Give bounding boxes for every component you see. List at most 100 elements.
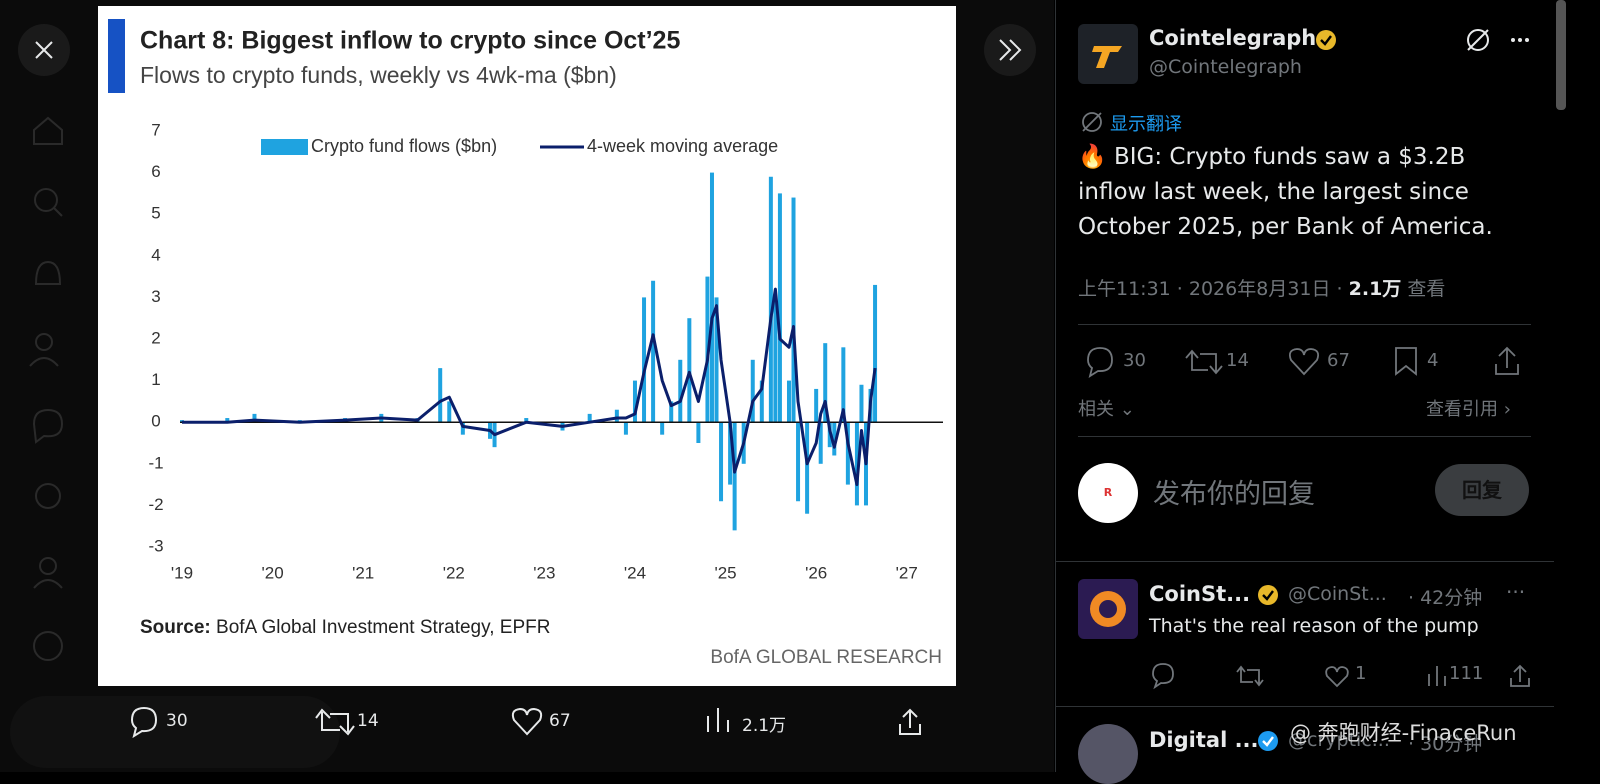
flow-bar [859, 384, 864, 423]
flow-bar [791, 197, 796, 423]
flow-bar [773, 297, 778, 423]
reply-more[interactable]: ··· [1506, 580, 1526, 604]
y-tick-label: 2 [151, 328, 160, 347]
close-icon [35, 41, 53, 59]
reply-handle: @cryptic... [1288, 729, 1390, 751]
flow-bar [678, 359, 683, 423]
y-tick-label: 5 [151, 204, 160, 223]
flow-bar [623, 422, 628, 435]
flow-bar [759, 380, 764, 423]
flow-bar [447, 401, 452, 423]
y-tick-label: -2 [148, 495, 163, 514]
post-meta: 上午11:31 · 2026年8月31日 · 2.1万 查看 [1078, 274, 1445, 301]
x-tick-label: '22 [443, 563, 465, 582]
media-reposts: 14 [357, 711, 379, 731]
y-tick-label: 1 [151, 370, 160, 389]
flow-bar [796, 422, 801, 502]
flow-bar [438, 368, 443, 423]
flow-bar [750, 359, 755, 423]
reply-avatar[interactable] [1078, 724, 1138, 784]
flow-bar [660, 422, 665, 435]
quotes-text: 查看引用 [1426, 399, 1498, 420]
flow-bar [651, 280, 656, 423]
flow-bar [845, 422, 850, 485]
quotes-link[interactable]: 查看引用 › [1426, 399, 1511, 420]
flow-bar [714, 297, 719, 423]
flow-bar [687, 318, 692, 423]
reply-time: · 30分钟 [1408, 733, 1483, 755]
compose-button-bg [10, 696, 340, 768]
author-avatar[interactable] [1078, 24, 1138, 84]
avatar-logo [1092, 46, 1122, 68]
post-bookmarks[interactable]: 4 [1427, 350, 1439, 371]
post-likes[interactable]: 67 [1327, 350, 1350, 371]
flow-bar [225, 418, 230, 423]
reply-input[interactable]: 发布你的回复 [1153, 479, 1315, 510]
flow-bar [818, 422, 823, 464]
flow-bar [854, 422, 859, 506]
moving-average-line [182, 287, 877, 487]
reply-action-icons [1152, 663, 1530, 690]
background-ui [10, 24, 1036, 768]
author-handle[interactable]: @Cointelegraph [1149, 56, 1302, 78]
flow-bar [632, 380, 637, 423]
chart-subtitle: Flows to crypto funds, weekly vs 4wk-ma … [140, 62, 617, 88]
watermark: @ 奔跑财经-FinaceRun [1290, 721, 1517, 745]
x-tick-label: '24 [624, 563, 646, 582]
reply-time: · 42分钟 [1408, 587, 1483, 609]
brand: BofA GLOBAL RESEARCH [710, 647, 942, 668]
y-tick-label: 7 [151, 120, 160, 139]
scrollbar[interactable] [1556, 0, 1566, 110]
media-replies: 30 [166, 711, 188, 731]
flow-bar [777, 193, 782, 423]
divider [1078, 324, 1531, 325]
flow-bar [642, 297, 647, 423]
reply-avatar[interactable] [1078, 579, 1138, 639]
flow-bar [696, 422, 701, 443]
post-panel: Cointelegraph @Cointelegraph 显示翻译 🔥 BIG:… [1055, 0, 1554, 784]
flow-bar [587, 413, 592, 423]
y-tick-label: -3 [148, 536, 163, 555]
flow-bar [768, 176, 773, 423]
flow-bar [719, 422, 724, 502]
source-label: Source: [140, 617, 211, 638]
reply-text: That's the real reason of the pump [1149, 615, 1479, 637]
flow-bar [786, 380, 791, 423]
media-bar-icons [130, 706, 921, 739]
x-tick-label: '26 [805, 563, 827, 582]
post-views: 2.1万 [1348, 278, 1402, 300]
flow-bar [805, 422, 810, 514]
reply-author[interactable]: Digital ... [1149, 728, 1259, 752]
flow-bar [823, 343, 828, 423]
flow-bar [669, 401, 674, 423]
user-avatar: R [1078, 463, 1138, 523]
author-name[interactable]: Cointelegraph [1149, 26, 1317, 50]
related-text: 相关 [1078, 399, 1114, 420]
flow-bar [252, 413, 257, 423]
x-tick-label: '25 [714, 563, 736, 582]
reply-author[interactable]: CoinSt... [1149, 582, 1251, 606]
media-views: 2.1万 [742, 716, 787, 736]
reply-views: 111 [1449, 663, 1484, 684]
reply-button[interactable]: 回复 [1435, 464, 1529, 516]
source: Source: BofA Global Investment Strategy,… [140, 617, 550, 638]
expand-icon [999, 39, 1022, 61]
divider [1056, 706, 1554, 707]
flow-bar [524, 418, 529, 423]
legend-label: Crypto fund flows ($bn) [311, 136, 497, 156]
related-link[interactable]: 相关 ⌄ [1078, 399, 1135, 420]
verified-badge [1316, 30, 1336, 50]
post-text: 🔥 BIG: Crypto funds saw a $3.2B inflow l… [1078, 144, 1493, 240]
x-tick-label: '19 [171, 563, 193, 582]
post-views-label: 查看 [1407, 278, 1446, 300]
header-actions[interactable] [1463, 26, 1543, 54]
divider [1056, 561, 1554, 562]
title-accent [108, 19, 125, 93]
flow-bar [873, 284, 878, 423]
verified-badge [1258, 585, 1278, 605]
post-replies[interactable]: 30 [1123, 350, 1146, 371]
flow-bar [732, 422, 737, 531]
translate-link[interactable]: 显示翻译 [1110, 114, 1182, 135]
post-reposts[interactable]: 14 [1226, 350, 1249, 371]
x-tick-label: '21 [352, 563, 374, 582]
